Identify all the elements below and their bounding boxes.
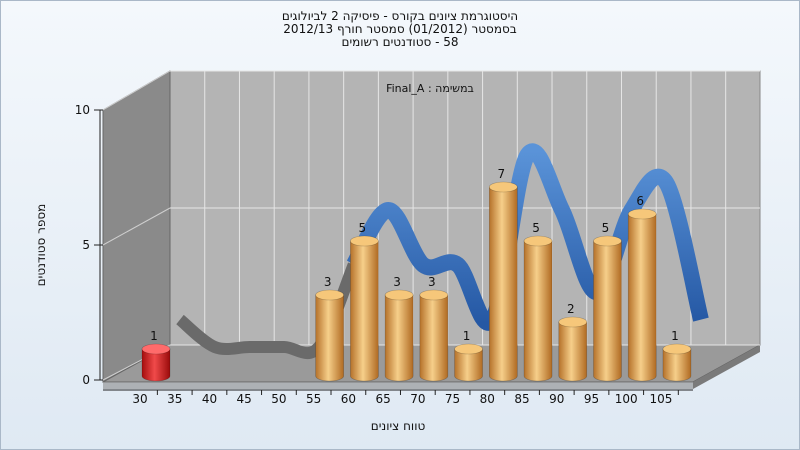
bar-value-label: 5 bbox=[532, 221, 540, 235]
bar: 5 bbox=[350, 221, 379, 382]
bar-top bbox=[350, 235, 379, 247]
x-tick-label: 65 bbox=[375, 392, 390, 406]
bar-body bbox=[558, 321, 588, 382]
x-tick-label: 40 bbox=[202, 392, 217, 406]
bar-body bbox=[662, 348, 692, 382]
grid-line-side bbox=[102, 207, 171, 246]
bar-top bbox=[384, 289, 414, 301]
bar-body bbox=[454, 348, 483, 382]
bar: 3 bbox=[384, 275, 414, 382]
bar-value-label: 1 bbox=[463, 329, 471, 343]
bar-top bbox=[488, 181, 518, 193]
bar-top bbox=[419, 289, 449, 301]
bar-body bbox=[141, 348, 171, 382]
bar-top bbox=[593, 235, 622, 247]
bar-body bbox=[419, 294, 449, 382]
x-tick-label: 60 bbox=[341, 392, 356, 406]
x-tick-label: 85 bbox=[514, 392, 529, 406]
x-tick-label: 75 bbox=[445, 392, 460, 406]
bar-value-label: 3 bbox=[393, 275, 401, 289]
x-tick-label: 95 bbox=[584, 392, 599, 406]
bar-top bbox=[662, 343, 692, 355]
bar-body bbox=[523, 240, 553, 382]
bar-body bbox=[315, 294, 344, 382]
x-tick-label: 100 bbox=[615, 392, 638, 406]
bar-top bbox=[454, 343, 483, 355]
y-axis: 0 5 10 bbox=[75, 103, 103, 387]
x-tick-label: 55 bbox=[306, 392, 321, 406]
y-tick-label: 5 bbox=[82, 238, 90, 252]
y-axis-label: מספר סטודנטים bbox=[34, 204, 48, 287]
bar-value-label: 3 bbox=[428, 275, 436, 289]
bar-top bbox=[558, 316, 588, 328]
bar: 5 bbox=[593, 221, 622, 382]
bar-body bbox=[489, 186, 518, 382]
bar: 1 bbox=[454, 329, 483, 382]
right-side bbox=[693, 345, 760, 389]
x-tick-label: 105 bbox=[649, 392, 672, 406]
x-axis-label: טווח ציונים bbox=[371, 419, 426, 433]
grid-line-side bbox=[102, 70, 171, 111]
bar: 2 bbox=[558, 302, 588, 382]
bar-value-label: 1 bbox=[671, 329, 679, 343]
bars: 1 3 5 3 3 1 7 5 2 5 6 1 bbox=[141, 167, 692, 382]
bar-value-label: 2 bbox=[567, 302, 575, 316]
x-tick-label: 50 bbox=[271, 392, 286, 406]
y-tick-label: 10 bbox=[75, 103, 90, 117]
bar-body bbox=[350, 240, 379, 382]
bar-top bbox=[523, 235, 553, 247]
bar: 1 bbox=[662, 329, 692, 382]
bar-body bbox=[593, 240, 622, 382]
bar-top bbox=[627, 208, 657, 220]
bar: 6 bbox=[627, 194, 657, 382]
x-tick-label: 80 bbox=[480, 392, 495, 406]
bar-top bbox=[141, 343, 171, 355]
title-line-2: בסמסטר (01/2012) סמסטר חורף 2012/13 bbox=[283, 22, 517, 36]
y-tick-label: 0 bbox=[82, 373, 90, 387]
chart-subtitle: במשימה : Final_A bbox=[386, 82, 474, 95]
bar-body bbox=[384, 294, 414, 382]
bar-value-label: 3 bbox=[324, 275, 332, 289]
bar: 5 bbox=[523, 221, 553, 382]
bar-top bbox=[315, 289, 344, 301]
x-tick-label: 35 bbox=[167, 392, 182, 406]
bar-value-label: 7 bbox=[497, 167, 505, 181]
x-tick-label: 30 bbox=[132, 392, 147, 406]
title-line-3: 58 - סטודנטים רשומים bbox=[341, 35, 459, 49]
title-line-1: היסטוגרמת ציונים בקורס - פיסיקה 2 לביולו… bbox=[281, 9, 519, 23]
chart-titles: היסטוגרמת ציונים בקורס - פיסיקה 2 לביולו… bbox=[0, 10, 800, 49]
bar: 3 bbox=[315, 275, 344, 382]
ribbon-blue bbox=[346, 143, 709, 331]
x-tick-label: 70 bbox=[410, 392, 425, 406]
bar-value-label: 6 bbox=[636, 194, 644, 208]
x-tick-label: 90 bbox=[549, 392, 564, 406]
bar: 3 bbox=[419, 275, 449, 382]
x-tick-label: 45 bbox=[237, 392, 252, 406]
bar-value-label: 5 bbox=[602, 221, 610, 235]
bar-body bbox=[627, 213, 657, 382]
bar: 7 bbox=[488, 167, 518, 382]
bar-value-label: 5 bbox=[359, 221, 367, 235]
bar-value-label: 1 bbox=[150, 329, 158, 343]
bar: 1 bbox=[141, 329, 171, 382]
x-axis: 30 35 40 45 50 55 60 65 70 75 80 85 90 95 100 105 bbox=[103, 389, 693, 406]
front-base bbox=[103, 382, 693, 389]
